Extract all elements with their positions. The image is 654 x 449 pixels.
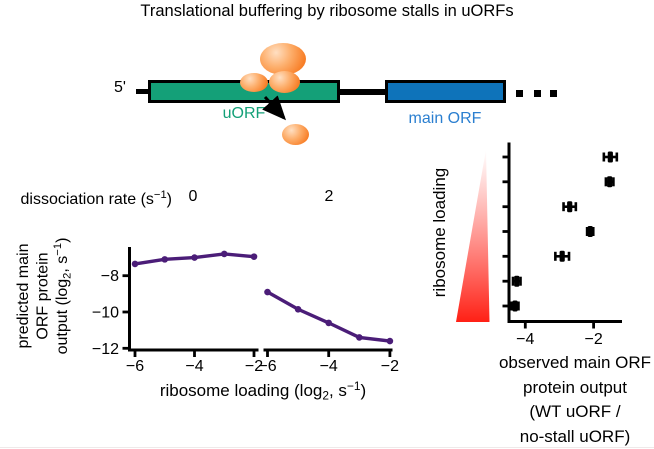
data-marker: [512, 300, 518, 312]
left-y-axis-label: ORF protein: [35, 252, 52, 339]
xlabel-line: protein output: [523, 377, 627, 397]
data-point: [250, 253, 258, 260]
ellipsis-dot: [550, 90, 557, 97]
observed-output-chart: −4 −2: [456, 142, 622, 348]
ribosome-small-icon: [269, 71, 300, 93]
facet-value-0: 0: [188, 188, 198, 205]
left-y-axis-label: predicted main: [15, 244, 32, 349]
data-point: [325, 319, 333, 327]
data-marker: [587, 226, 593, 237]
right-chart-xlabel: observed main ORF protein output (WT uOR…: [490, 351, 654, 449]
data-point: [131, 260, 139, 268]
series-line: [265, 290, 392, 343]
left-x-axis-label: ribosome loading (log2, s−1): [160, 379, 366, 403]
x-tick-label: −2: [584, 331, 602, 348]
xlabel-line: (WT uORF /: [529, 402, 621, 421]
x-tick-label: −2: [381, 358, 399, 375]
data-point: [294, 305, 302, 313]
right-chart-ylabel: ribosome loading: [430, 167, 449, 298]
mrna-spacer-line: [338, 89, 387, 95]
data-marker: [559, 250, 565, 262]
figure-title: Translational buffering by ribosome stal…: [140, 2, 514, 20]
x-tick-label: −4: [320, 358, 338, 375]
data-point: [264, 288, 271, 296]
main-orf-label: main ORF: [408, 110, 482, 127]
mrna-leader-line: [136, 89, 150, 94]
y-tick-label: −8: [101, 268, 119, 285]
ribosome-small-icon: [240, 73, 268, 92]
data-point: [386, 337, 394, 345]
x-tick-label: −2: [245, 358, 263, 375]
data-marker: [567, 201, 573, 213]
bottom-divider: [0, 447, 654, 448]
data-point: [220, 250, 228, 258]
xlabel-line: observed main ORF: [498, 353, 652, 372]
five-prime-label: 5': [114, 79, 126, 96]
data-point: [161, 256, 169, 263]
left-y-axis-label: output (log2, s−1): [52, 238, 74, 355]
data-marker: [607, 151, 613, 163]
data-marker: [607, 176, 613, 188]
xlabel-line: no-stall uORF): [519, 426, 631, 446]
data-point: [191, 254, 198, 261]
data-marker: [514, 275, 520, 287]
y-tick-label: −10: [92, 305, 119, 322]
uorf-label: uORF: [222, 105, 266, 122]
ellipsis-dot: [516, 90, 523, 97]
x-tick-label: −6: [258, 358, 276, 375]
facet-value-2: 2: [324, 188, 334, 205]
data-point: [356, 334, 363, 341]
ribosome-large-icon: [260, 43, 306, 75]
series-line: [133, 252, 256, 266]
main-orf-box: [385, 80, 506, 103]
x-tick-label: −6: [126, 358, 144, 375]
ellipsis-dot: [534, 90, 541, 97]
x-tick-label: −4: [185, 358, 203, 375]
facet-title: dissociation rate (s−1): [21, 189, 172, 208]
ribosome-dissociated-icon: [282, 124, 309, 145]
y-tick-label: −12: [92, 341, 119, 358]
x-tick-label: −4: [516, 331, 534, 348]
ribosome-loading-gradient-triangle: [456, 149, 490, 322]
